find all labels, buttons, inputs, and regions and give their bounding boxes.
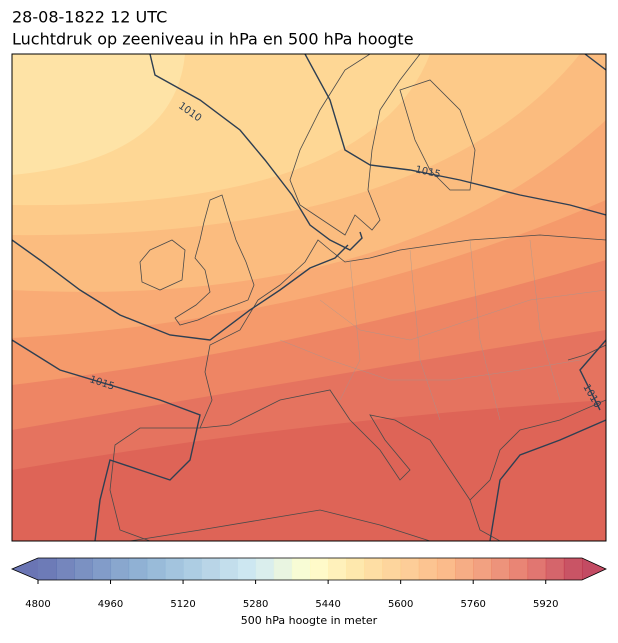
colorbar-segment	[418, 558, 438, 580]
coastline	[174, 194, 255, 326]
coastline	[129, 509, 431, 541]
colorbar-segment	[237, 558, 257, 580]
coastline	[289, 54, 421, 236]
map: 1010 1015 1015 1010	[12, 54, 606, 541]
colorbar-tick-label: 5600	[388, 599, 413, 610]
colorbar-segment	[273, 558, 293, 580]
colorbar-segment	[364, 558, 384, 580]
colorbar-segment	[74, 558, 93, 580]
colorbar-segment	[291, 558, 311, 580]
coastline	[399, 79, 476, 191]
isobar	[149, 54, 363, 251]
border	[279, 239, 606, 421]
colorbar-segment	[310, 558, 329, 580]
colorbar-tick-label: 5120	[170, 599, 195, 610]
colorbar-segment	[146, 558, 166, 580]
colorbar-segment	[491, 558, 510, 580]
isobar	[12, 239, 349, 341]
colorbar-tick-label: 5280	[243, 599, 268, 610]
colorbar-extend	[12, 558, 38, 580]
colorbar-segment	[219, 558, 238, 580]
isobar	[584, 54, 606, 71]
field-band	[12, 54, 185, 175]
colorbar-tick-label: 5920	[533, 599, 558, 610]
coastline	[257, 234, 606, 301]
colorbar: 4800 4960 5120 5280 5440 5600 5760 5920	[10, 557, 607, 610]
colorbar-segment	[164, 558, 184, 580]
colorbar-segment	[346, 558, 365, 580]
isobar	[489, 339, 606, 541]
colorbar-segment	[128, 558, 148, 580]
colorbar-tick-label: 5440	[315, 599, 340, 610]
coastline	[139, 239, 186, 291]
colorbar-segment	[473, 558, 492, 580]
colorbar-segment	[183, 558, 202, 580]
colorbar-segment	[545, 558, 565, 580]
isobar	[12, 339, 201, 541]
colorbar-segment	[38, 558, 57, 580]
date: 28-08-1822 12 UTC	[12, 8, 167, 27]
coastline	[469, 499, 501, 541]
title: Luchtdruk op zeeniveau in hPa en 500 hPa…	[12, 30, 414, 49]
colorbar-tick-label: 5760	[460, 599, 485, 610]
colorbar-segment	[509, 558, 529, 580]
colorbar-segment	[400, 558, 420, 580]
colorbar-segment	[382, 558, 402, 580]
colorbar-label: 500 hPa hoogte in meter	[241, 614, 378, 627]
colorbar-segment	[527, 558, 547, 580]
map-frame	[11, 53, 607, 542]
colorbar-segment	[328, 558, 347, 580]
colorbar-segment	[436, 558, 456, 580]
isobar	[304, 54, 606, 216]
isobar-label: 1015	[414, 164, 441, 180]
colorbar-segment	[201, 558, 220, 580]
coastline	[199, 389, 606, 501]
colorbar-tick-label: 4800	[25, 599, 50, 610]
colorbar-tick-label: 4960	[98, 599, 123, 610]
colorbar-extend	[582, 558, 606, 580]
colorbar-segment	[56, 558, 75, 580]
colorbar-segment	[92, 558, 112, 580]
colorbar-segment	[110, 558, 130, 580]
colorbar-segment	[455, 558, 474, 580]
colorbar-segment	[563, 558, 583, 580]
colorbar-segment	[255, 558, 275, 580]
